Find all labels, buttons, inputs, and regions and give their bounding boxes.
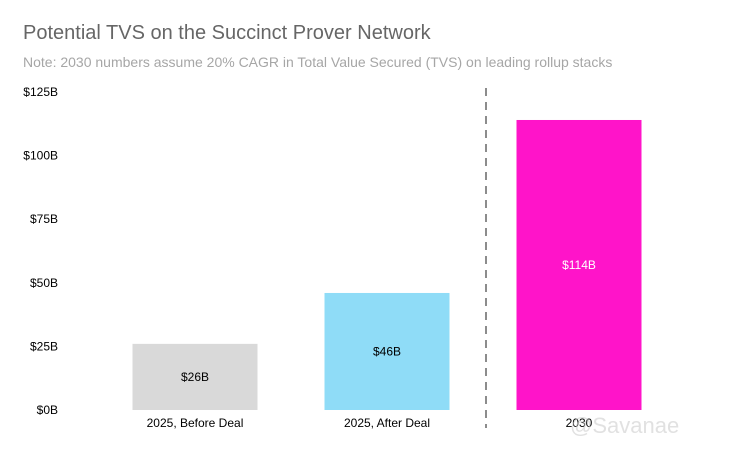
bar [516, 119, 642, 410]
bar [132, 343, 258, 410]
y-tick-label: $100B [23, 149, 58, 163]
y-tick-label: $0B [37, 403, 58, 417]
bar-value-label: $46B [373, 344, 401, 358]
x-tick-label: 2030 [566, 416, 593, 430]
y-tick-label: $125B [23, 85, 58, 99]
watermark: @Savanae [570, 413, 679, 439]
bar-value-label: $114B [562, 258, 596, 272]
x-tick-label: 2025, After Deal [344, 416, 430, 430]
watermark-text: @Savanae [570, 413, 680, 438]
bar-value-label: $26B [181, 370, 209, 384]
y-tick-label: $50B [30, 276, 58, 290]
chart-title: Potential TVS on the Succinct Prover Net… [23, 22, 431, 44]
chart-subtitle: Note: 2030 numbers assume 20% CAGR in To… [23, 54, 613, 70]
y-tick-label: $75B [30, 212, 58, 226]
bar [324, 292, 450, 410]
y-tick-label: $25B [30, 339, 58, 353]
x-tick-label: 2025, Before Deal [147, 416, 244, 430]
